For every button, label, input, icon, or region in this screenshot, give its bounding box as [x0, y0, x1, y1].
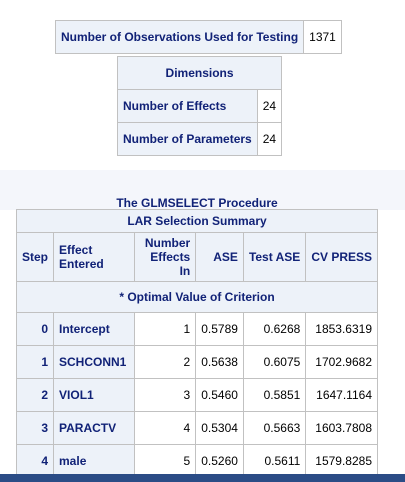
step-cell: 3 — [15, 411, 55, 445]
table-row: 1 SCHCONN1 2 0.5638 0.6075 1702.9682 — [15, 345, 378, 379]
test-ase-cell: 0.5663 — [242, 411, 307, 445]
test-ase-cell: 0.6268 — [242, 312, 307, 346]
cv-press-cell: 1579.8285 — [305, 444, 378, 478]
ase-cell: 0.5260 — [195, 444, 244, 478]
lar-title: LAR Selection Summary — [16, 209, 378, 233]
step-cell: 4 — [15, 444, 55, 478]
observations-label: Number of Observations Used for Testing — [54, 20, 305, 54]
col-header-test-ase: Test ASE — [242, 232, 307, 282]
effect-cell: PARACTV — [53, 411, 136, 445]
cv-press-cell: 1603.7808 — [305, 411, 378, 445]
observations-table: Number of Observations Used for Testing … — [54, 20, 342, 54]
number-cell: 3 — [134, 378, 197, 412]
test-ase-cell: 0.5851 — [242, 378, 307, 412]
ase-cell: 0.5304 — [195, 411, 244, 445]
cv-press-cell: 1647.1164 — [305, 378, 378, 412]
effect-cell: Intercept — [53, 312, 136, 346]
col-header-ase: ASE — [195, 232, 244, 282]
col-header-step: Step — [15, 232, 55, 282]
number-cell: 2 — [134, 345, 197, 379]
dimensions-parameters-value: 24 — [256, 122, 283, 156]
step-cell: 0 — [15, 312, 55, 346]
dimensions-effects-label: Number of Effects — [117, 89, 258, 123]
observations-row: Number of Observations Used for Testing … — [54, 20, 342, 54]
dimensions-title-row: Dimensions — [116, 56, 283, 90]
number-cell: 1 — [134, 312, 197, 346]
dimensions-row: Number of Effects 24 — [117, 89, 283, 123]
table-row: 3 PARACTV 4 0.5304 0.5663 1603.7808 — [15, 411, 378, 445]
step-cell: 2 — [15, 378, 55, 412]
dimensions-table: Dimensions Number of Effects 24 Number o… — [116, 56, 283, 156]
cv-press-cell: 1702.9682 — [305, 345, 378, 379]
number-cell: 5 — [134, 444, 197, 478]
table-row: 2 VIOL1 3 0.5460 0.5851 1647.1164 — [15, 378, 378, 412]
ase-cell: 0.5460 — [195, 378, 244, 412]
dimensions-row: Number of Parameters 24 — [117, 122, 283, 156]
lar-note-row: * Optimal Value of Criterion — [16, 281, 378, 313]
optimal-criterion-note: * Optimal Value of Criterion — [16, 281, 378, 313]
table-row: 4 male 5 0.5260 0.5611 1579.8285 — [15, 444, 378, 478]
col-header-cv-press: CV PRESS — [305, 232, 378, 282]
bottom-bar — [0, 474, 405, 482]
dimensions-parameters-label: Number of Parameters — [117, 122, 258, 156]
test-ase-cell: 0.6075 — [242, 345, 307, 379]
table-row: 0 Intercept 1 0.5789 0.6268 1853.6319 — [15, 312, 378, 346]
dimensions-title: Dimensions — [116, 56, 283, 90]
cv-press-cell: 1853.6319 — [305, 312, 378, 346]
number-cell: 4 — [134, 411, 197, 445]
step-cell: 1 — [15, 345, 55, 379]
effect-cell: SCHCONN1 — [53, 345, 136, 379]
effect-cell: VIOL1 — [53, 378, 136, 412]
ase-cell: 0.5789 — [195, 312, 244, 346]
lar-selection-summary-table: LAR Selection Summary Step Effect Entere… — [15, 209, 378, 478]
observations-value: 1371 — [303, 20, 342, 54]
lar-header-row: Step Effect Entered Number Effects In AS… — [15, 232, 378, 282]
dimensions-effects-value: 24 — [256, 89, 283, 123]
effect-cell: male — [53, 444, 136, 478]
section-background — [0, 170, 405, 210]
lar-title-row: LAR Selection Summary — [16, 209, 378, 233]
col-header-effect-entered: Effect Entered — [53, 232, 136, 282]
procedure-title: The GLMSELECT Procedure — [116, 196, 278, 210]
test-ase-cell: 0.5611 — [242, 444, 307, 478]
ase-cell: 0.5638 — [195, 345, 244, 379]
col-header-number-effects-in: Number Effects In — [134, 232, 197, 282]
